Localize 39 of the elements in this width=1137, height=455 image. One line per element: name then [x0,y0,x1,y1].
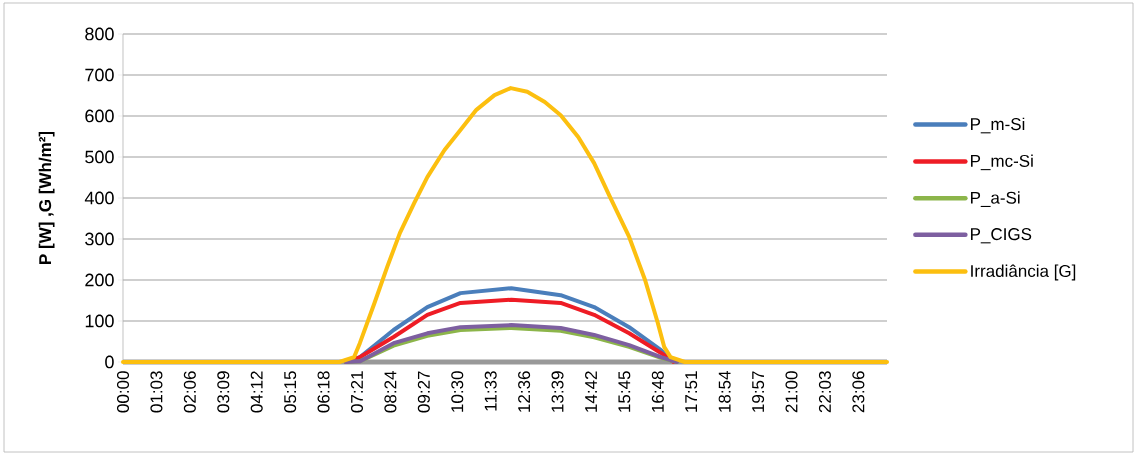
x-tick-label: 07:21 [350,371,363,413]
x-tick-label: 02:06 [183,371,196,413]
legend-label: P_a-Si [971,191,1020,207]
legend-label: P_m-Si [971,117,1025,134]
x-tick-label: 13:39 [551,371,564,412]
x-tick-label: 10:30 [451,371,464,412]
x-tick-label: 04:12 [250,371,263,413]
x-tick-label: 01:03 [150,371,163,413]
x-tick-label: 12:36 [518,371,531,412]
legend-label: P_CIGS [971,228,1032,244]
y-tick-label: 600 [85,109,114,123]
y-tick-label: 0 [105,355,114,369]
line-series [121,86,890,364]
y-tick-label: 400 [84,191,114,205]
x-tick-label: 23:06 [852,371,865,413]
x-tick-label: 06:18 [317,371,330,413]
y-tick-label: 300 [85,232,114,246]
y-tick-label: 700 [85,68,114,82]
x-tick-label: 00:00 [116,371,130,413]
y-tick-label: 100 [85,314,114,328]
x-tick-label: 03:09 [217,371,230,413]
y-tick-label: 800 [85,27,114,41]
x-tick-label: 16:48 [651,371,664,412]
x-tick-label: 11:33 [484,371,497,411]
x-tick-label: 19:57 [752,371,765,412]
x-tick-label: 21:00 [785,371,798,413]
x-tick-label: 08:24 [384,371,397,413]
x-tick-label: 09:27 [417,371,430,413]
y-tick-label: 500 [85,150,114,164]
y-axis-title: P [W] ,G [Wh/m²] [38,131,55,264]
legend-label: Irradiância [G] [971,264,1076,281]
x-tick-label: 14:42 [585,371,597,412]
x-tick-label: 18:54 [718,371,731,412]
x-tick-label: 17:51 [685,371,698,412]
legend-label: P_mc-Si [971,154,1033,171]
x-tick-label: 22:03 [818,371,831,413]
x-tick-label: 05:15 [284,371,297,413]
x-tick-label: 15:45 [618,371,631,412]
y-tick-label: 200 [85,273,114,287]
